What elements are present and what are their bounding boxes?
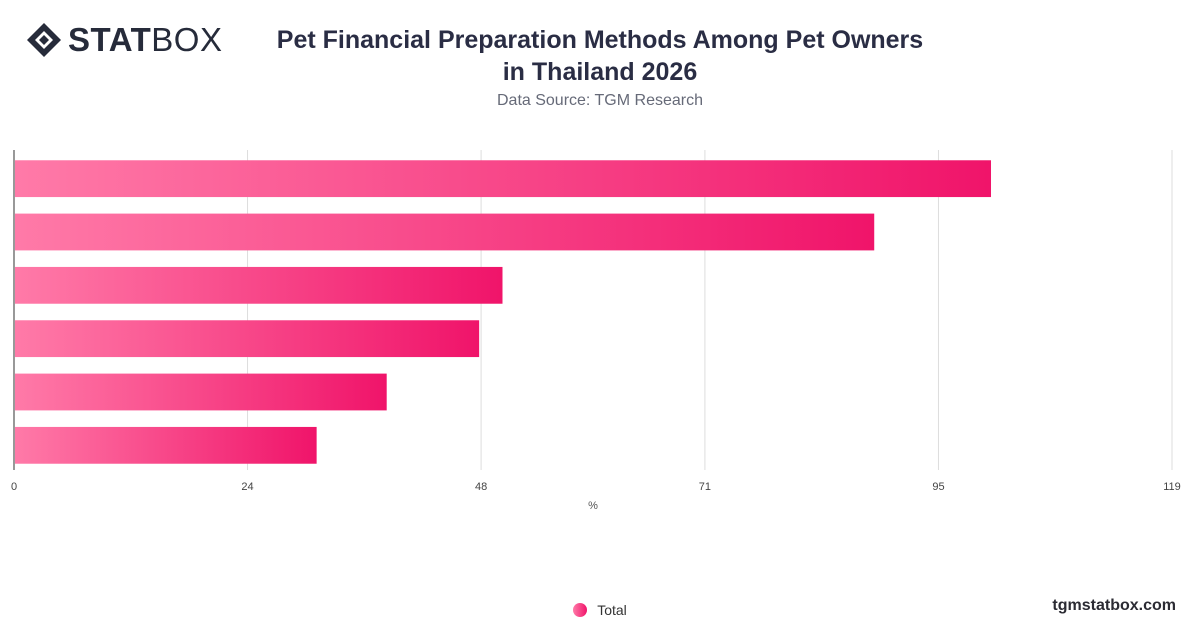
bar-total-1[interactable] xyxy=(15,160,992,198)
bar-total-3[interactable] xyxy=(15,266,503,304)
bar-total-2[interactable] xyxy=(15,213,875,251)
bar-total-6[interactable] xyxy=(15,426,317,464)
site-url[interactable]: tgmstatbox.com xyxy=(1052,597,1176,614)
x-axis-label: % xyxy=(588,500,598,512)
bar-total-5[interactable] xyxy=(15,373,387,411)
chart-title-line-1: Pet Financial Preparation Methods Among … xyxy=(276,26,924,54)
x-tick-label: 95 xyxy=(932,481,944,493)
x-axis: 0 24 48 71 95 119% xyxy=(11,481,1181,512)
x-tick-label: 119 xyxy=(1163,481,1181,493)
logo-text: STATBOX xyxy=(68,22,222,58)
logo-text-light: BOX xyxy=(151,21,223,58)
diamond-logo-icon xyxy=(27,23,61,57)
x-tick-label: 24 xyxy=(241,481,253,493)
x-tick-label: 71 xyxy=(699,481,711,493)
logo-text-bold: STAT xyxy=(68,21,152,58)
statbox-logo: STATBOX xyxy=(26,22,222,58)
legend[interactable]: Total xyxy=(0,602,1200,618)
chart-title: Pet Financial Preparation Methods Among … xyxy=(240,24,960,88)
data-source: Data Source: TGM Research xyxy=(496,92,703,109)
bars xyxy=(15,160,992,464)
grid-lines xyxy=(13,150,1173,470)
x-tick-label: 0 xyxy=(11,481,17,493)
bar-total-4[interactable] xyxy=(15,320,480,358)
legend-label-total: Total xyxy=(597,602,627,618)
x-tick-label: 48 xyxy=(475,481,487,493)
chart-title-line-2: in Thailand 2026 xyxy=(502,58,698,86)
legend-swatch-total xyxy=(573,603,588,617)
